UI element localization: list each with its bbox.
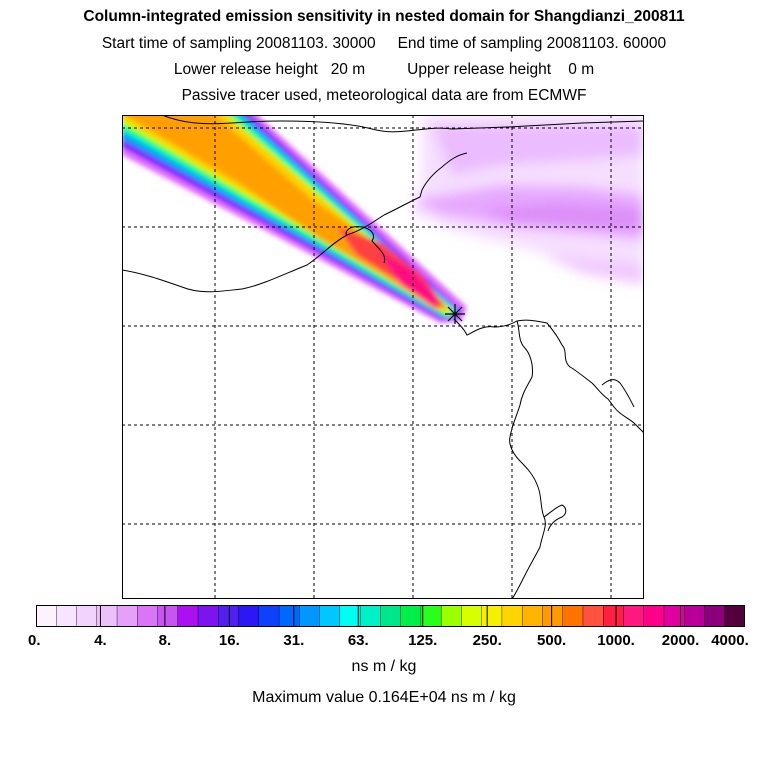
colorbar-swatch: [481, 605, 503, 627]
colorbar-swatch: [36, 605, 58, 627]
colorbar-tick-label: 8.: [158, 632, 172, 649]
colorbar-swatch: [704, 605, 726, 627]
map-frame: [122, 115, 644, 599]
colorbar-swatch: [157, 605, 179, 627]
colorbar-tick-label: 31.: [283, 632, 305, 649]
colorbar-swatch: [643, 605, 665, 627]
colorbar-swatch: [603, 605, 625, 627]
coastlines: [122, 115, 644, 599]
sensitivity-plume: [122, 115, 467, 323]
colorbar-tick-label: 2000.: [661, 632, 700, 649]
colorbar-swatch: [238, 605, 260, 627]
colorbar-swatch: [440, 605, 463, 627]
colorbar-swatch: [319, 605, 341, 627]
colorbar-swatch: [339, 605, 361, 627]
colorbar-swatch: [562, 605, 584, 627]
lat-lon-grid: [122, 115, 644, 599]
colorbar-swatch: [420, 605, 442, 627]
sensitivity-field-northeast: [412, 115, 644, 285]
colorbar-swatch: [96, 605, 118, 627]
maximum-value-label: Maximum value 0.164E+04 ns m / kg: [252, 689, 516, 706]
colorbar-swatch: [501, 605, 523, 627]
map-panel: [122, 115, 644, 599]
colorbar-swatch: [299, 605, 321, 627]
lower-release-label: Lower release height 20 m: [173, 61, 366, 78]
colorbar-tick-label: 0.: [28, 632, 41, 649]
colorbar-tick-label: 1000.: [597, 632, 635, 649]
colorbar-tick-label: 63.: [347, 632, 369, 649]
colorbar-tick-label: 4000.: [711, 632, 749, 649]
colorbar-swatch: [400, 605, 422, 627]
colorbar-swatch: [218, 605, 240, 627]
colorbar-swatch: [137, 605, 159, 627]
colorbar-swatch: [359, 605, 382, 627]
colorbar-swatch: [258, 605, 280, 627]
colorbar-swatch: [623, 605, 645, 627]
start-time-label: Start time of sampling 20081103. 30000: [101, 35, 376, 52]
colorbar-swatch: [56, 605, 78, 627]
sampling-times: Start time of sampling 20081103. 30000 En…: [0, 34, 768, 54]
end-time-label: End time of sampling 20081103. 60000: [397, 35, 667, 52]
colorbar-tick-label: 4.: [94, 632, 107, 649]
colorbar-swatch: [724, 605, 745, 627]
colorbar-tick-label: 16.: [218, 632, 240, 649]
colorbar-units: ns m / kg: [351, 658, 417, 675]
release-heights: Lower release height 20 m Upper release h…: [0, 60, 768, 80]
colorbar-swatch: [76, 605, 98, 627]
colorbar-tick-label: 250.: [472, 632, 502, 649]
colorbar-swatch: [684, 605, 706, 627]
receptor-star-icon: [445, 304, 465, 324]
colorbar: [36, 605, 745, 627]
colorbar-swatch: [542, 605, 564, 627]
colorbar-swatch: [461, 605, 483, 627]
tracer-note: Passive tracer used, meteorological data…: [181, 87, 587, 104]
colorbar-tick-label: 125.: [408, 632, 438, 649]
colorbar-tick-label: 500.: [537, 632, 567, 649]
upper-release-label: Upper release height 0 m: [407, 61, 595, 78]
colorbar-swatch: [380, 605, 402, 627]
plot-title: Column-integrated emission sensitivity i…: [83, 8, 685, 25]
colorbar-swatch: [521, 605, 544, 627]
colorbar-swatch: [197, 605, 220, 627]
colorbar-swatch: [177, 605, 199, 627]
colorbar-swatch: [116, 605, 139, 627]
colorbar-swatch: [582, 605, 605, 627]
colorbar-swatch: [278, 605, 301, 627]
colorbar-swatch: [663, 605, 686, 627]
